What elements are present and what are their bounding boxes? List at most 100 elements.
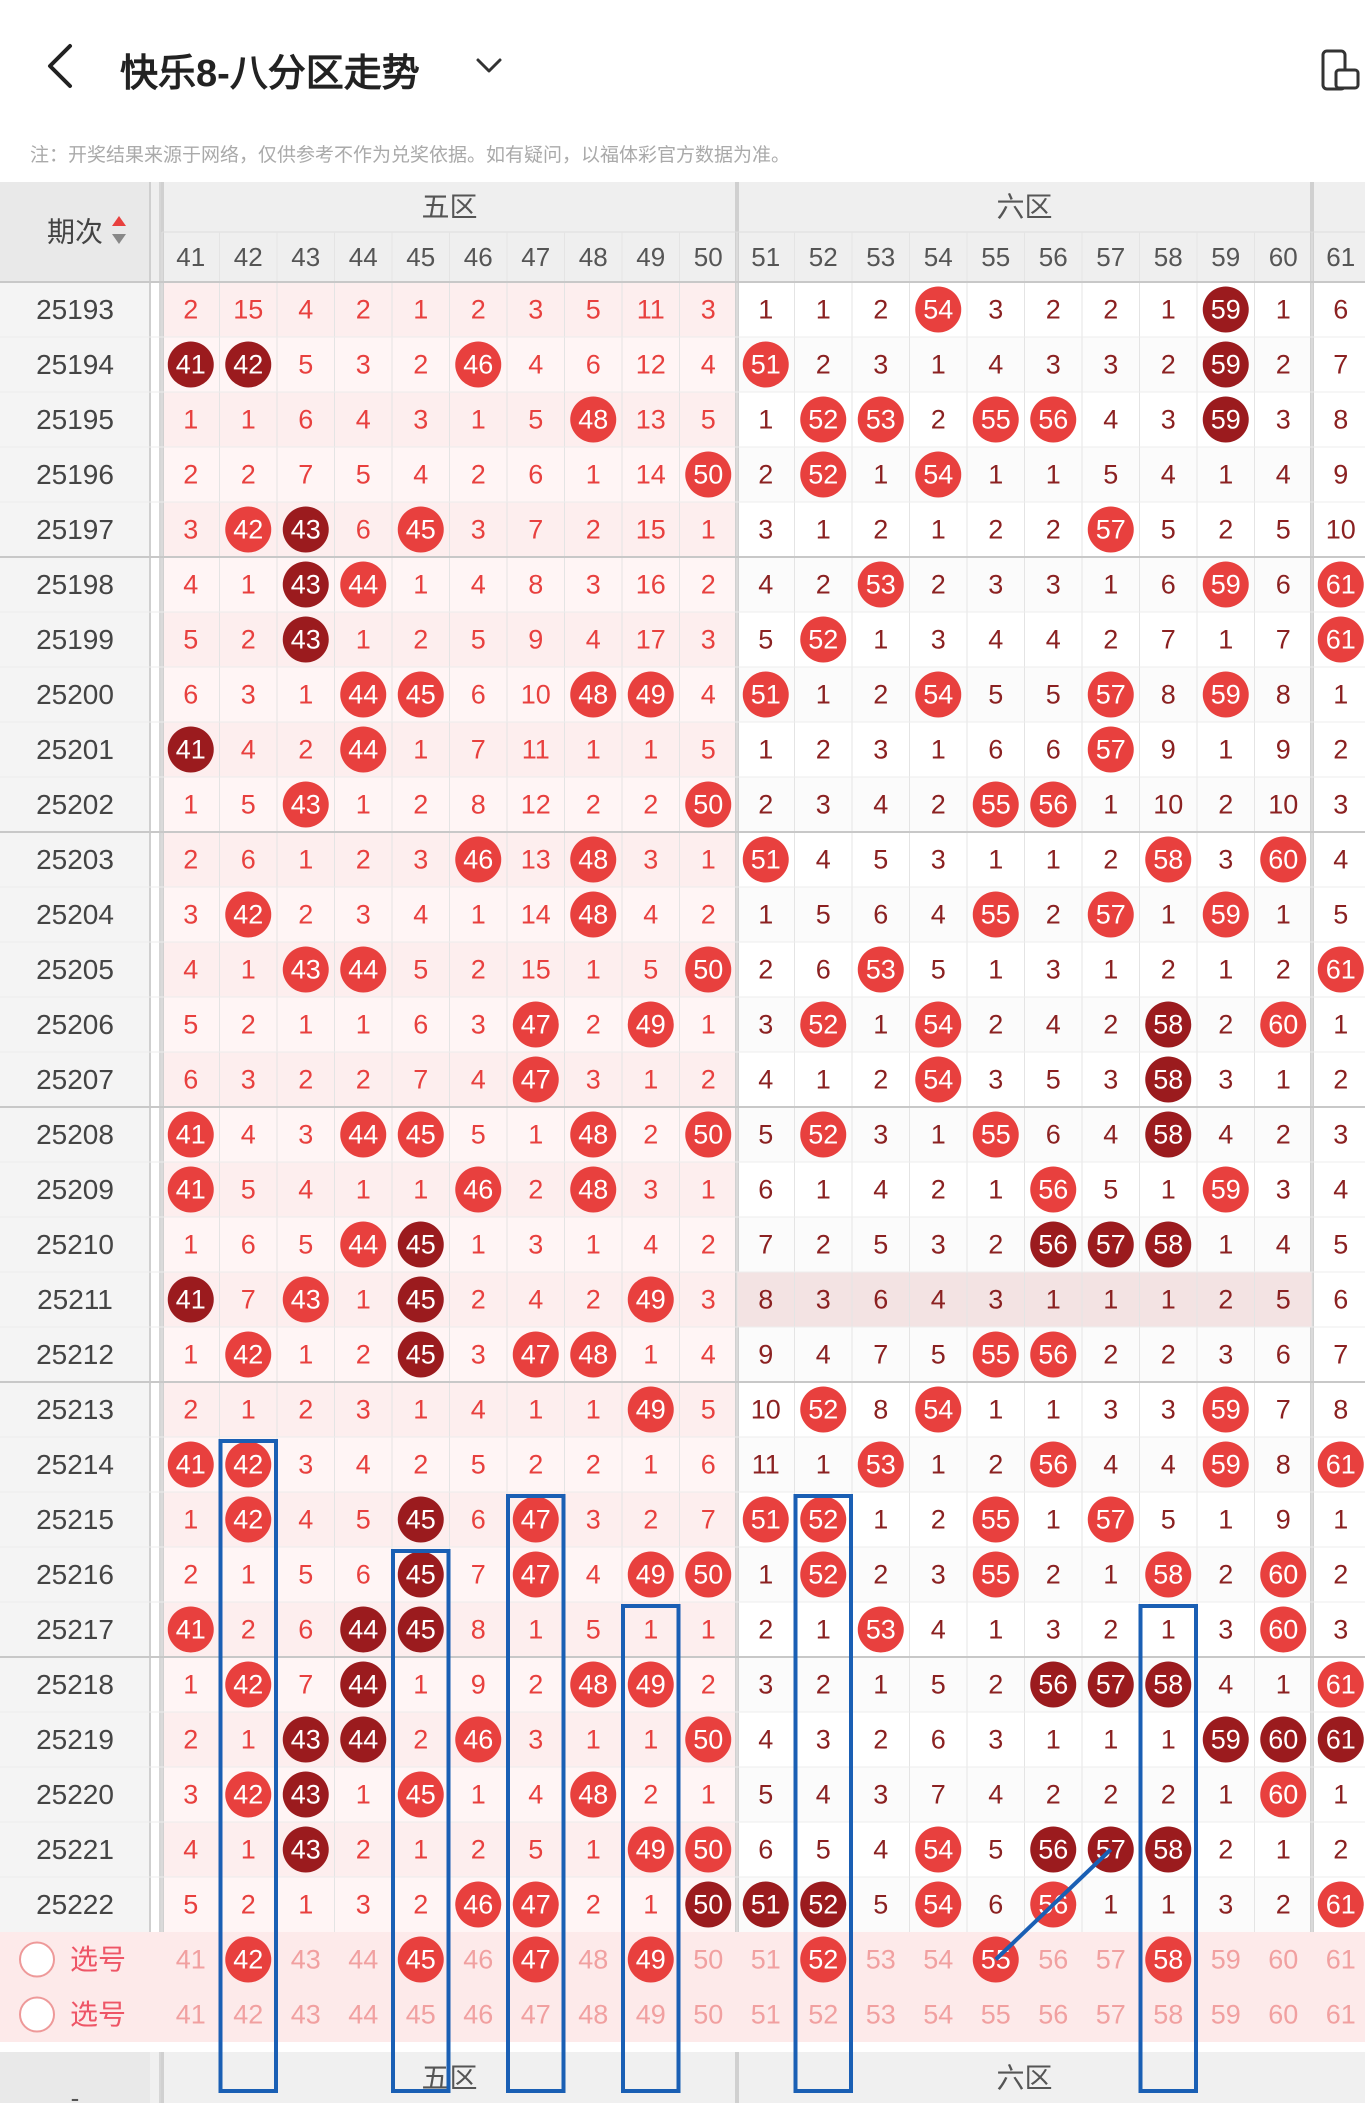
sort-down-icon[interactable] (112, 234, 126, 244)
hit-ball[interactable] (972, 396, 1019, 443)
hit-ball[interactable] (1087, 506, 1134, 553)
hit-ball[interactable] (915, 1001, 962, 1048)
select-number-43[interactable]: 43 (291, 1945, 321, 1975)
select-number-41[interactable]: 41 (176, 1945, 206, 1975)
hit-ball[interactable] (627, 671, 674, 718)
hit-ball[interactable] (1202, 396, 1249, 443)
select-number-42[interactable]: 42 (233, 2000, 263, 2030)
select-number-41[interactable]: 41 (176, 2000, 206, 2030)
hit-ball[interactable] (225, 1441, 272, 1488)
hit-ball[interactable] (512, 1551, 559, 1598)
hit-ball[interactable] (512, 1881, 559, 1928)
hit-ball[interactable] (685, 1716, 732, 1763)
hit-ball[interactable] (1087, 1496, 1134, 1543)
hit-ball[interactable] (915, 1386, 962, 1433)
select-number-53[interactable]: 53 (866, 2000, 896, 2030)
hit-ball[interactable] (512, 1001, 559, 1048)
hit-ball[interactable] (1202, 891, 1249, 938)
hit-ball[interactable] (1317, 561, 1364, 608)
selected-ball[interactable] (397, 1936, 444, 1983)
select-number-49[interactable]: 49 (636, 2000, 666, 2030)
hit-ball[interactable] (1087, 726, 1134, 773)
select-number-54[interactable]: 54 (923, 2000, 953, 2030)
select-number-45[interactable]: 45 (406, 2000, 436, 2030)
hit-ball[interactable] (282, 1276, 329, 1323)
hit-ball[interactable] (857, 946, 904, 993)
hit-ball[interactable] (397, 1771, 444, 1818)
hit-ball[interactable] (685, 451, 732, 498)
hit-ball[interactable] (627, 1001, 674, 1048)
hit-ball[interactable] (800, 1111, 847, 1158)
hit-ball[interactable] (972, 1111, 1019, 1158)
hit-ball[interactable] (685, 1551, 732, 1598)
hit-ball[interactable] (570, 671, 617, 718)
hit-ball[interactable] (1087, 671, 1134, 718)
hit-ball[interactable] (800, 396, 847, 443)
hit-ball[interactable] (800, 1881, 847, 1928)
select-number-47[interactable]: 47 (521, 2000, 551, 2030)
hit-ball[interactable] (397, 1496, 444, 1543)
hit-ball[interactable] (455, 1166, 502, 1213)
hit-ball[interactable] (512, 1056, 559, 1103)
hit-ball[interactable] (1030, 396, 1077, 443)
hit-ball[interactable] (1030, 1441, 1077, 1488)
hit-ball[interactable] (627, 1386, 674, 1433)
hit-ball[interactable] (282, 616, 329, 663)
hit-ball[interactable] (340, 726, 387, 773)
page-title[interactable]: 快乐8-八分区走势 (120, 53, 420, 95)
select-number-57[interactable]: 57 (1096, 2000, 1126, 2030)
hit-ball[interactable] (857, 396, 904, 443)
hit-ball[interactable] (167, 341, 214, 388)
hit-ball[interactable] (1260, 1001, 1307, 1048)
hit-ball[interactable] (282, 946, 329, 993)
hit-ball[interactable] (1145, 1551, 1192, 1598)
hit-ball[interactable] (1202, 1386, 1249, 1433)
hit-ball[interactable] (570, 1331, 617, 1378)
phone-window-icon[interactable] (1320, 48, 1362, 92)
hit-ball[interactable] (1317, 1441, 1364, 1488)
hit-ball[interactable] (857, 1606, 904, 1653)
hit-ball[interactable] (1145, 1661, 1192, 1708)
hit-ball[interactable] (1260, 1551, 1307, 1598)
hit-ball[interactable] (282, 1716, 329, 1763)
hit-ball[interactable] (742, 341, 789, 388)
hit-ball[interactable] (915, 286, 962, 333)
hit-ball[interactable] (1145, 1221, 1192, 1268)
hit-ball[interactable] (1087, 1661, 1134, 1708)
hit-ball[interactable] (455, 1881, 502, 1928)
hit-ball[interactable] (915, 671, 962, 718)
hit-ball[interactable] (1030, 1661, 1077, 1708)
hit-ball[interactable] (1202, 1166, 1249, 1213)
hit-ball[interactable] (1202, 1716, 1249, 1763)
hit-ball[interactable] (397, 1111, 444, 1158)
hit-ball[interactable] (340, 1221, 387, 1268)
hit-ball[interactable] (282, 506, 329, 553)
hit-ball[interactable] (627, 1661, 674, 1708)
hit-ball[interactable] (685, 946, 732, 993)
hit-ball[interactable] (1030, 1826, 1077, 1873)
hit-ball[interactable] (340, 1661, 387, 1708)
hit-ball[interactable] (800, 1496, 847, 1543)
select-number-61[interactable]: 61 (1326, 2000, 1356, 2030)
hit-ball[interactable] (397, 1331, 444, 1378)
hit-ball[interactable] (972, 1496, 1019, 1543)
select-number-58[interactable]: 58 (1153, 2000, 1183, 2030)
hit-ball[interactable] (627, 1826, 674, 1873)
hit-ball[interactable] (972, 1331, 1019, 1378)
hit-ball[interactable] (972, 781, 1019, 828)
select-number-46[interactable]: 46 (463, 2000, 493, 2030)
hit-ball[interactable] (1317, 1661, 1364, 1708)
hit-ball[interactable] (512, 1496, 559, 1543)
select-label[interactable]: 选号 (70, 1944, 126, 1975)
hit-ball[interactable] (167, 1111, 214, 1158)
select-number-48[interactable]: 48 (578, 1945, 608, 1975)
hit-ball[interactable] (340, 561, 387, 608)
hit-ball[interactable] (685, 781, 732, 828)
hit-ball[interactable] (915, 1056, 962, 1103)
hit-ball[interactable] (570, 1661, 617, 1708)
hit-ball[interactable] (742, 836, 789, 883)
hit-ball[interactable] (397, 1221, 444, 1268)
select-number-60[interactable]: 60 (1268, 1945, 1298, 1975)
hit-ball[interactable] (340, 1111, 387, 1158)
hit-ball[interactable] (685, 1881, 732, 1928)
